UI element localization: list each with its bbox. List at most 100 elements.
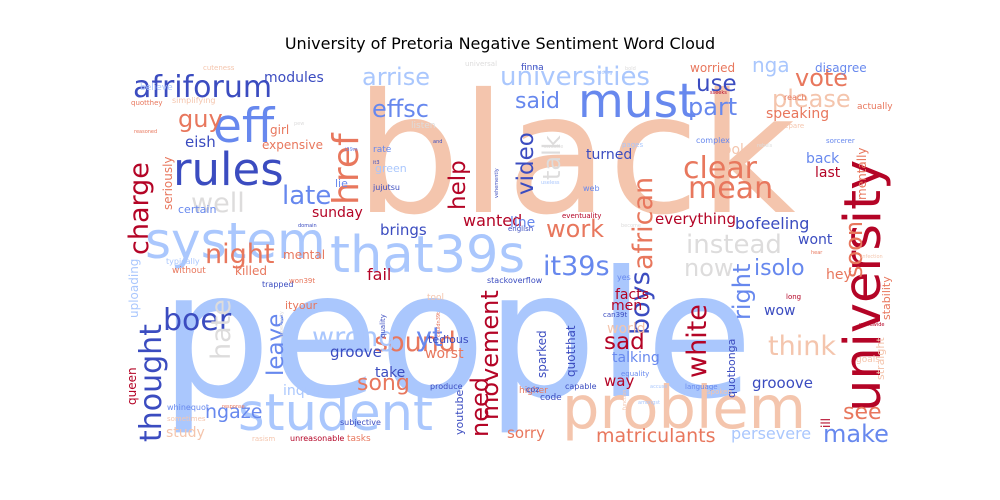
word-wrong: wrong	[312, 322, 395, 353]
word-ityour: ityour	[285, 299, 318, 312]
word-men: men	[611, 298, 642, 314]
word-way: way	[604, 372, 634, 390]
word-system: system	[145, 212, 326, 270]
word-hiding: hiding	[597, 70, 612, 76]
word-groove: groove	[330, 343, 382, 361]
word-black: black	[355, 59, 796, 252]
word-subjective: subjective	[340, 418, 381, 427]
word-use: use	[696, 71, 737, 97]
word-sometimes: sometimes	[167, 415, 206, 423]
word-coz: coz	[526, 385, 540, 394]
word-inquire: inquire	[283, 383, 331, 399]
word-yt: yt	[416, 322, 443, 353]
word-prepare: prepare	[777, 122, 804, 130]
word-quotthat: quotthat	[564, 325, 578, 377]
word-response: response	[222, 404, 245, 410]
word-talking: talking	[612, 350, 660, 366]
word-world: world	[607, 321, 646, 337]
word-back: back	[806, 151, 840, 167]
word-persevere: persevere	[731, 424, 811, 443]
word-now: now	[684, 254, 734, 282]
word-straight: straight	[874, 337, 887, 380]
word-useless: useless	[541, 180, 560, 186]
word-see: see	[843, 400, 882, 425]
word-wanted: wanted	[463, 211, 522, 230]
word-must: must	[578, 74, 697, 129]
word-sorry: sorry	[507, 424, 545, 442]
word-mental: mental	[283, 248, 325, 262]
word-href: href	[326, 132, 367, 205]
word-tedious: tedious	[428, 333, 469, 346]
word-facts: facts	[615, 287, 649, 303]
word-accuse: accuse	[650, 384, 667, 390]
word-leave: leave	[263, 314, 289, 376]
word-sweetie: sweetie	[544, 144, 563, 150]
word-matriculants: matriculants	[596, 425, 716, 447]
word-sorcerer: sorcerer	[826, 137, 855, 145]
word-charge: charge	[124, 162, 155, 255]
word-bofeeling: bofeeling	[735, 214, 809, 233]
word-boer: boer	[163, 303, 232, 338]
word-ngaze: ngaze	[205, 401, 262, 423]
word-please: please	[772, 85, 851, 113]
word-pew: pew	[294, 121, 304, 127]
word-finna: finna	[521, 63, 544, 73]
word-rules: rules	[173, 143, 284, 196]
word-goals: goals	[856, 355, 880, 365]
word-sad: sad	[604, 329, 645, 355]
word-study: study	[166, 425, 205, 441]
word-higher: higher	[519, 386, 548, 396]
word-domain: domain	[298, 223, 317, 229]
word-cuteness: cuteness	[203, 64, 235, 72]
word-sound: sound	[374, 327, 456, 358]
word-queen: queen	[125, 367, 139, 405]
word-vote: vote	[795, 64, 848, 92]
word-hate: hate	[206, 299, 237, 360]
word-fail: fail	[367, 265, 391, 284]
word-infection: infection	[861, 254, 883, 260]
word-killed: killed	[235, 264, 267, 278]
word-sunday: sunday	[312, 205, 363, 221]
word-ill: ill	[819, 418, 833, 428]
word-quality: quality	[379, 314, 387, 338]
word-video: video	[513, 132, 539, 195]
word-it39s: it39s	[543, 251, 610, 282]
word-hear: hear	[811, 250, 823, 256]
word-last: last	[815, 165, 841, 181]
word-long: long	[786, 293, 801, 301]
word-girl: girl	[270, 123, 289, 137]
word-boys: boys	[625, 271, 656, 335]
word-actually: actually	[857, 102, 893, 112]
word-universal: universal	[465, 60, 497, 68]
word-trapped: trapped	[262, 280, 293, 289]
word-rasism: rasism	[252, 435, 275, 443]
word-brings: brings	[380, 221, 427, 239]
word-code: code	[540, 393, 562, 403]
word-worst: worst	[425, 346, 464, 362]
word-wow: wow	[764, 303, 795, 319]
word-quotbonga: quotbonga	[725, 339, 738, 398]
word-line: line	[510, 215, 535, 231]
word-movement: movement	[476, 290, 504, 420]
word-without: without	[172, 266, 206, 276]
word-english: english	[508, 225, 533, 233]
word-university: university	[834, 160, 893, 412]
word-isolo: isolo	[754, 256, 805, 281]
word-sparked: sparked	[535, 330, 549, 378]
word-hey: hey	[826, 267, 852, 283]
word-quotthey: quotthey	[131, 99, 163, 107]
word-can39t: can39t	[603, 311, 627, 319]
word-reasoned: reasoned	[134, 129, 157, 135]
word-couldn39t: couldn39t	[436, 312, 442, 337]
word-books: books	[714, 142, 755, 158]
word-web: web	[583, 184, 600, 193]
word-clear: clear	[683, 151, 758, 186]
word-seriously: seriously	[161, 156, 175, 210]
word-worried: worried	[690, 61, 735, 75]
word-i39m: i39m	[345, 147, 358, 153]
word-simplifying: simplifying	[172, 96, 216, 105]
word-rate: rate	[373, 145, 392, 155]
word-guy: guy	[178, 105, 223, 133]
word-make: make	[823, 420, 889, 448]
